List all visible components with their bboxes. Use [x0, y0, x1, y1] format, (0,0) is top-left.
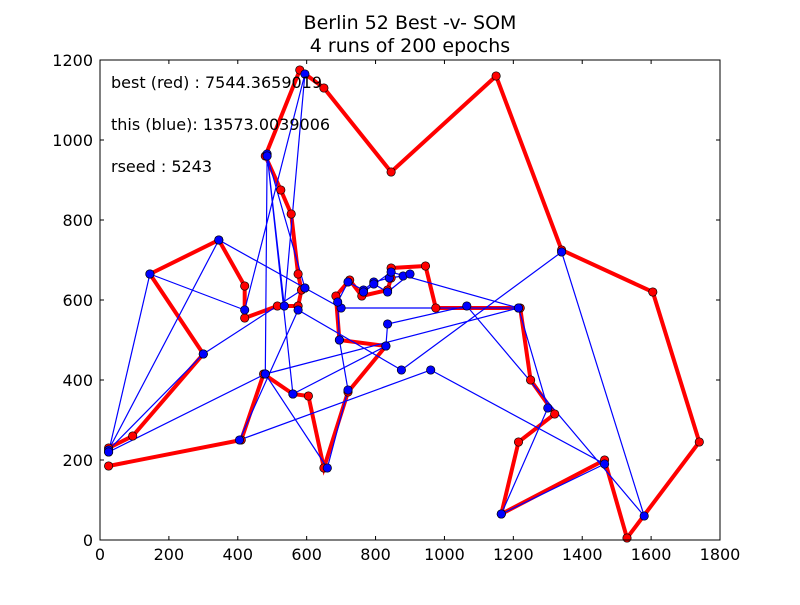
som-tour-point: [396, 365, 406, 375]
som-tour-point: [293, 305, 303, 315]
best-tour-point: [293, 269, 303, 279]
som-tour-point: [600, 459, 610, 469]
som-tour-point: [513, 303, 524, 313]
som-tour-point: [639, 511, 649, 521]
x-tick-label: 1400: [562, 545, 603, 564]
marks-layer: [104, 65, 704, 543]
annotation-text: rseed : 5243: [111, 157, 212, 176]
som-tour-point: [462, 301, 472, 311]
best-tour-point: [286, 209, 296, 219]
best-tour-point: [128, 431, 138, 441]
best-tour-point: [420, 261, 431, 271]
x-tick-label: 0: [95, 545, 105, 564]
som-tour-point: [358, 287, 369, 297]
som-tour-point: [496, 509, 506, 519]
x-tick-label: 1800: [700, 545, 741, 564]
best-tour-point: [526, 375, 536, 385]
som-tour-point: [386, 267, 396, 277]
som-tour-point: [557, 247, 567, 257]
som-tour-point: [300, 69, 310, 79]
annotation-text: this (blue): 13573.0039006: [111, 115, 330, 134]
best-tour-point: [648, 287, 658, 297]
x-tick-label: 400: [223, 545, 254, 564]
x-tick-label: 800: [360, 545, 391, 564]
som-tour-point: [279, 301, 289, 311]
best-tour-point: [104, 461, 114, 471]
som-tour-point: [300, 283, 310, 293]
best-tour-point: [319, 83, 329, 93]
y-tick-label: 200: [62, 451, 93, 470]
som-tour-point: [381, 341, 391, 351]
y-tick-label: 1000: [52, 131, 93, 150]
som-tour-point: [288, 389, 298, 399]
y-tick-label: 800: [62, 211, 93, 230]
som-tour-point: [260, 369, 270, 379]
som-tour-point: [383, 287, 393, 297]
som-tour-point: [334, 335, 344, 345]
best-tour-point: [513, 437, 524, 447]
som-tour-point: [369, 279, 379, 289]
x-tick-label: 1600: [631, 545, 672, 564]
som-tour-point: [426, 365, 436, 375]
best-tour-point: [694, 437, 704, 447]
som-tour-point: [333, 297, 343, 307]
best-tour-point: [303, 391, 313, 401]
best-tour-point: [386, 167, 396, 177]
som-tour-point: [214, 235, 224, 245]
som-tour-point: [543, 403, 553, 413]
x-tick-label: 1200: [493, 545, 534, 564]
best-tour-point: [622, 533, 632, 543]
y-tick-label: 1200: [52, 51, 93, 70]
plot-frame: [99, 59, 721, 541]
best-tour-point: [240, 313, 250, 323]
best-tour-point: [491, 71, 501, 81]
som-tour-point: [198, 349, 208, 359]
som-tour-point: [383, 319, 393, 329]
som-tour-point: [234, 435, 245, 445]
ticks-layer: 0 200 400 600 800 1000 1200 1400 1600 1800 0 200 400…: [52, 51, 740, 564]
som-tour-point: [262, 151, 272, 161]
chart-subtitle: 4 runs of 200 epochs: [310, 35, 510, 57]
som-tour-point: [343, 277, 353, 287]
som-tour-point: [343, 385, 353, 395]
y-tick-label: 600: [62, 291, 93, 310]
som-tour-point: [104, 447, 114, 457]
x-tick-label: 600: [291, 545, 322, 564]
som-tour-point: [240, 305, 250, 315]
som-tour-point: [405, 269, 415, 279]
best-tour-point: [276, 185, 286, 195]
x-tick-label: 200: [154, 545, 185, 564]
chart-title: Berlin 52 Best -v- SOM: [304, 12, 517, 34]
best-tour-point: [240, 281, 250, 291]
som-tour-point: [145, 269, 155, 279]
annotations-layer: best (red) : 7544.3659019 this (blue): 13…: [111, 73, 330, 176]
y-tick-label: 400: [62, 371, 93, 390]
annotation-text: best (red) : 7544.3659019: [111, 73, 322, 92]
best-tour-point: [431, 303, 441, 313]
x-tick-label: 1000: [424, 545, 465, 564]
som-tour-point: [322, 463, 332, 473]
y-tick-label: 0: [83, 531, 93, 550]
best-tour-point: [550, 409, 560, 419]
